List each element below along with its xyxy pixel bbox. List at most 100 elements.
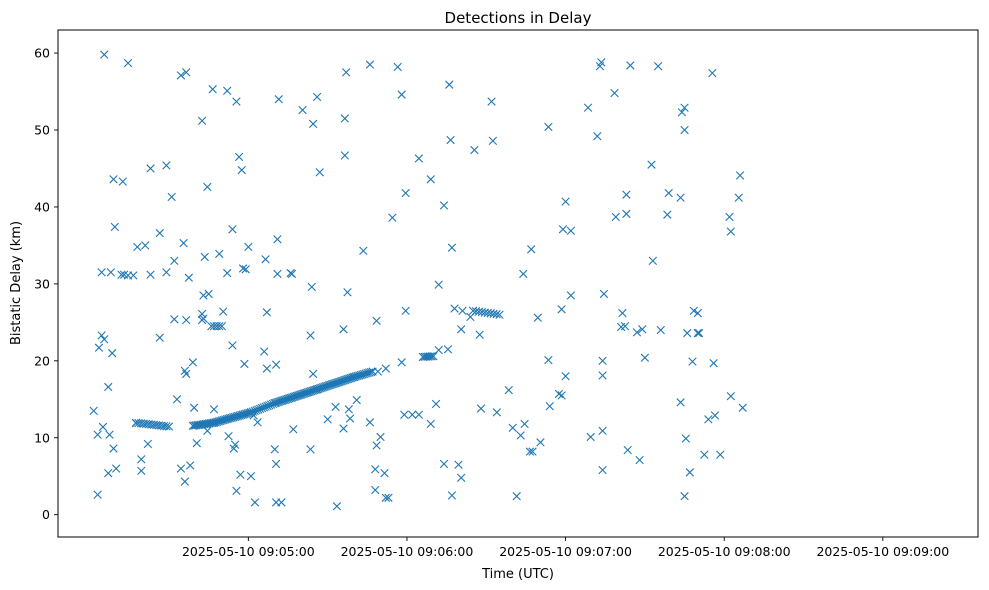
detection-point	[323, 415, 332, 424]
detection-point	[376, 432, 385, 442]
detection-point	[525, 447, 535, 456]
detection-point	[653, 61, 663, 71]
detection-point	[162, 268, 171, 277]
detection-point	[208, 85, 217, 94]
detection-point	[100, 335, 109, 344]
detection-point	[224, 432, 233, 441]
detection-point	[626, 61, 635, 70]
detection-point	[371, 485, 380, 495]
detection-point	[557, 391, 566, 400]
detection-point	[308, 119, 318, 129]
detection-point	[204, 289, 213, 299]
detection-point	[348, 373, 357, 382]
detection-point	[683, 328, 692, 338]
detection-point	[260, 347, 269, 356]
detection-point	[393, 62, 402, 72]
detection-point	[230, 440, 240, 449]
detection-point	[341, 68, 351, 77]
detection-point	[209, 418, 219, 427]
detection-point	[233, 411, 243, 421]
detection-point	[236, 470, 245, 479]
detection-point	[223, 268, 232, 278]
detection-point	[176, 464, 186, 473]
ticks-layer: 0 10 20 30 40 50 60 2025-05-10 09:05:00 2025-05-…	[34, 46, 949, 559]
detection-point	[734, 193, 743, 202]
detection-point	[339, 424, 348, 433]
detection-point	[623, 445, 632, 455]
detection-point	[343, 374, 353, 384]
detection-point	[359, 246, 368, 255]
detection-point	[508, 423, 517, 432]
detection-point	[447, 243, 457, 252]
detection-point	[426, 419, 435, 429]
detection-point	[536, 438, 545, 447]
detection-point	[476, 404, 486, 413]
detection-point	[224, 414, 233, 423]
detection-point	[371, 465, 380, 474]
detection-point	[344, 405, 353, 414]
detection-point	[243, 409, 252, 418]
points-layer	[89, 50, 747, 511]
detection-point	[111, 464, 121, 473]
plot-frame	[57, 29, 979, 538]
detection-point	[241, 265, 250, 274]
detection-point	[632, 328, 642, 337]
detection-point	[118, 177, 127, 186]
y-tick-label: 60	[34, 46, 50, 61]
detection-point	[519, 269, 528, 279]
detection-point	[342, 375, 351, 384]
detection-point	[199, 291, 208, 300]
detection-point	[456, 473, 466, 482]
detection-point	[598, 356, 607, 366]
detection-point	[238, 264, 248, 273]
detection-point	[504, 385, 513, 395]
detection-point	[726, 227, 736, 236]
detection-point	[676, 398, 685, 407]
detection-point	[232, 97, 241, 106]
detection-point	[554, 389, 564, 399]
detection-point	[240, 359, 249, 369]
detection-point	[495, 310, 504, 319]
x-tick-label: 2025-05-10 09:08:00	[658, 544, 791, 559]
detection-point	[680, 103, 689, 112]
detection-point	[330, 379, 340, 388]
detection-point	[246, 472, 256, 481]
detection-point	[143, 439, 153, 449]
detection-point	[583, 103, 593, 112]
y-axis-label: Bistatic Delay (km)	[9, 221, 24, 345]
detection-point	[694, 328, 704, 338]
detection-point	[544, 122, 553, 132]
x-axis-label: Time (UTC)	[481, 567, 554, 582]
detection-point	[492, 310, 501, 319]
detection-point	[685, 468, 695, 477]
detection-point	[340, 114, 350, 123]
detection-point	[700, 450, 709, 459]
detection-point	[109, 175, 118, 184]
detection-point	[326, 380, 335, 390]
detection-point	[439, 459, 449, 469]
detection-point	[638, 325, 647, 334]
detection-point	[676, 193, 685, 202]
detection-point	[162, 422, 171, 431]
detection-point	[397, 358, 406, 367]
detection-point	[211, 418, 220, 427]
detection-point	[277, 498, 286, 507]
detection-point	[333, 378, 342, 387]
detection-point	[320, 382, 329, 392]
detection-point	[598, 465, 607, 475]
detection-point	[182, 315, 191, 325]
detection-point	[327, 380, 337, 389]
detection-point	[365, 418, 375, 427]
detection-point	[380, 468, 389, 478]
detection-point	[262, 364, 272, 373]
detection-point	[311, 385, 320, 394]
detection-point	[664, 188, 673, 198]
detection-point	[388, 213, 397, 222]
detection-point	[167, 192, 176, 202]
detection-point	[307, 282, 316, 292]
detection-point	[250, 498, 260, 507]
detection-point	[146, 270, 155, 279]
detection-point	[93, 430, 102, 439]
detection-point	[98, 422, 108, 432]
detection-point	[184, 273, 194, 282]
